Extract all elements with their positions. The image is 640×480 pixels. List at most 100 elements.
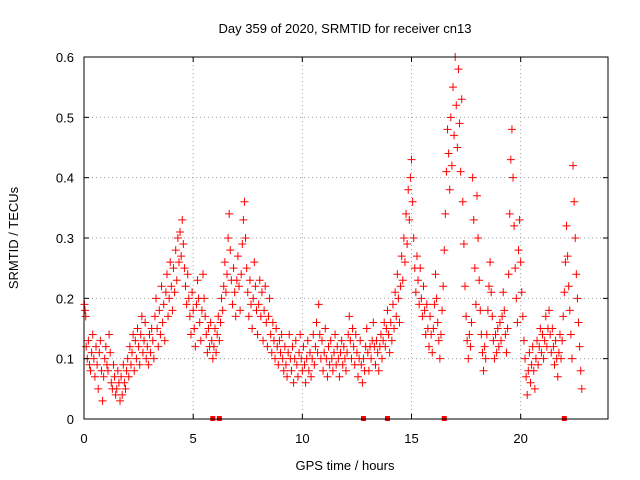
data-point xyxy=(390,324,399,333)
data-point xyxy=(285,330,294,339)
data-point xyxy=(405,215,414,224)
data-point xyxy=(191,342,200,351)
data-point xyxy=(312,318,321,327)
data-point xyxy=(208,354,217,363)
data-point xyxy=(123,354,132,363)
data-point xyxy=(386,318,395,327)
data-point xyxy=(137,312,146,321)
data-point xyxy=(193,276,202,285)
data-point xyxy=(146,348,155,357)
data-point xyxy=(558,336,567,345)
data-point xyxy=(158,318,167,327)
data-point xyxy=(240,197,249,206)
data-point xyxy=(379,336,388,345)
x-tick-label: 10 xyxy=(295,431,309,446)
data-point xyxy=(351,330,360,339)
data-point xyxy=(178,215,187,224)
data-point xyxy=(170,288,179,297)
data-point xyxy=(462,312,471,321)
data-point xyxy=(236,306,245,315)
data-point xyxy=(132,354,141,363)
data-point xyxy=(342,366,350,375)
data-point xyxy=(458,197,467,206)
data-point xyxy=(415,300,424,309)
data-point xyxy=(209,342,218,351)
data-point xyxy=(447,161,456,170)
data-point xyxy=(159,300,168,309)
x-tick-label: 0 xyxy=(80,431,87,446)
data-point xyxy=(354,372,363,381)
data-point xyxy=(493,324,502,333)
data-point xyxy=(566,330,575,339)
data-point xyxy=(518,312,527,321)
data-point xyxy=(238,240,247,249)
x-tick-label: 20 xyxy=(513,431,527,446)
data-point xyxy=(392,312,401,321)
data-point xyxy=(385,348,394,357)
data-point xyxy=(253,330,262,339)
data-point xyxy=(371,360,380,369)
data-point xyxy=(314,300,323,309)
data-point xyxy=(154,342,163,351)
data-point xyxy=(474,234,483,242)
data-point xyxy=(279,366,288,375)
data-point xyxy=(81,312,90,321)
data-point xyxy=(109,360,118,369)
data-point xyxy=(409,234,418,242)
data-point xyxy=(328,366,337,375)
data-point xyxy=(367,354,376,363)
data-point xyxy=(554,348,563,357)
data-point xyxy=(184,294,193,303)
data-point xyxy=(160,336,169,345)
data-point xyxy=(86,366,95,375)
data-point xyxy=(445,185,454,194)
data-point xyxy=(467,318,476,327)
data-point xyxy=(241,234,250,242)
data-point xyxy=(247,300,256,309)
data-point xyxy=(280,342,289,351)
data-point xyxy=(402,209,411,218)
x-tick-labels: 0 5 10 15 20 xyxy=(80,431,528,446)
data-point xyxy=(378,354,387,363)
data-point xyxy=(396,282,405,291)
data-point xyxy=(454,65,463,74)
data-point xyxy=(387,336,396,345)
data-point xyxy=(570,197,579,206)
data-point xyxy=(161,288,170,297)
data-point xyxy=(180,264,189,273)
data-point xyxy=(259,336,268,345)
data-point xyxy=(225,209,234,218)
data-point xyxy=(529,366,538,375)
data-point xyxy=(149,354,158,363)
data-point xyxy=(497,336,506,345)
data-point xyxy=(256,312,265,321)
data-point xyxy=(92,342,101,351)
data-point xyxy=(455,119,464,128)
data-point xyxy=(468,173,477,182)
data-point xyxy=(526,378,535,387)
data-point xyxy=(243,288,252,297)
data-point xyxy=(88,330,97,339)
data-point xyxy=(229,264,238,273)
data-point xyxy=(530,384,539,393)
data-point xyxy=(221,288,230,297)
data-point xyxy=(429,324,438,333)
data-point xyxy=(228,300,237,309)
data-point xyxy=(561,258,570,267)
data-point xyxy=(463,336,472,345)
data-point xyxy=(296,330,305,339)
data-point xyxy=(144,360,153,369)
data-point xyxy=(444,149,453,158)
data-point xyxy=(119,360,128,369)
data-point xyxy=(266,330,275,339)
data-point xyxy=(254,300,263,309)
data-point xyxy=(211,324,219,333)
data-point xyxy=(85,360,94,369)
data-point xyxy=(478,348,487,357)
data-point xyxy=(324,342,333,351)
data-point xyxy=(264,312,273,321)
data-point xyxy=(346,336,355,345)
data-point xyxy=(220,258,229,267)
data-point xyxy=(535,342,544,351)
data-point xyxy=(323,372,332,381)
